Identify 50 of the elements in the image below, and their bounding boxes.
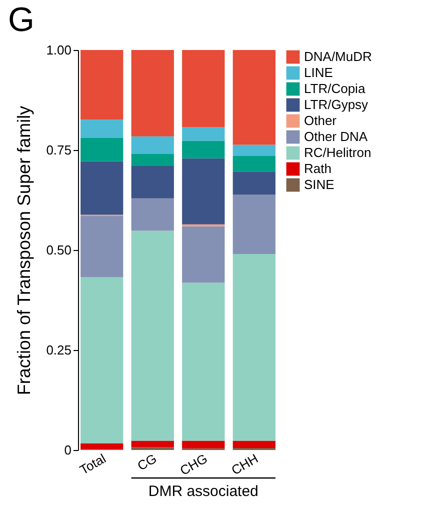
bar bbox=[80, 161, 124, 215]
legend-label: Rath bbox=[304, 161, 332, 176]
bar bbox=[232, 440, 276, 448]
legend-label: SINE bbox=[304, 177, 335, 192]
legend-label: LTR/Copia bbox=[304, 81, 366, 96]
bar bbox=[232, 156, 276, 172]
bar bbox=[80, 50, 124, 120]
legend-label: Other DNA bbox=[304, 129, 368, 144]
bar bbox=[182, 140, 225, 158]
bar bbox=[80, 138, 124, 162]
y-tick-label: 0.50 bbox=[46, 242, 72, 258]
text: DMR associated bbox=[148, 483, 258, 500]
bar bbox=[131, 154, 174, 166]
bar bbox=[182, 158, 225, 224]
legend-label: RC/Helitron bbox=[304, 145, 372, 160]
bar bbox=[232, 172, 276, 195]
chart-title: G bbox=[8, 1, 34, 39]
y-tick-label: 0 bbox=[64, 442, 72, 458]
legend-label: DNA/MuDR bbox=[304, 49, 372, 64]
bar bbox=[232, 194, 276, 254]
legend-label: LTR/Gypsy bbox=[304, 97, 369, 112]
bar bbox=[131, 136, 174, 154]
bar bbox=[80, 216, 124, 278]
x-tick-label: CHG bbox=[177, 450, 210, 478]
legend-label: Other bbox=[304, 113, 338, 128]
y-tick-label: 1.00 bbox=[46, 42, 72, 58]
bar bbox=[232, 50, 276, 145]
bar bbox=[80, 277, 124, 444]
bar bbox=[131, 440, 174, 448]
x-tick-label: CHH bbox=[228, 450, 261, 478]
bar bbox=[232, 144, 276, 156]
x-tick-label: CG bbox=[134, 450, 160, 474]
bar bbox=[182, 127, 225, 141]
bar bbox=[131, 166, 174, 198]
y-axis-title: Fraction of Transposon Super family bbox=[14, 106, 34, 396]
bar bbox=[182, 282, 225, 441]
legend-label: LINE bbox=[304, 65, 334, 80]
bar bbox=[131, 198, 174, 231]
bar bbox=[131, 230, 174, 441]
bar bbox=[182, 440, 225, 448]
bar bbox=[131, 447, 174, 450]
bar bbox=[182, 226, 225, 283]
bar bbox=[131, 50, 174, 136]
bar bbox=[80, 443, 124, 450]
x-tick-label: Total bbox=[77, 450, 108, 478]
bar bbox=[232, 254, 276, 441]
bar bbox=[80, 120, 124, 138]
y-tick-label: 0.25 bbox=[46, 342, 72, 358]
bar bbox=[182, 50, 225, 128]
y-tick-label: 0.75 bbox=[46, 142, 72, 158]
